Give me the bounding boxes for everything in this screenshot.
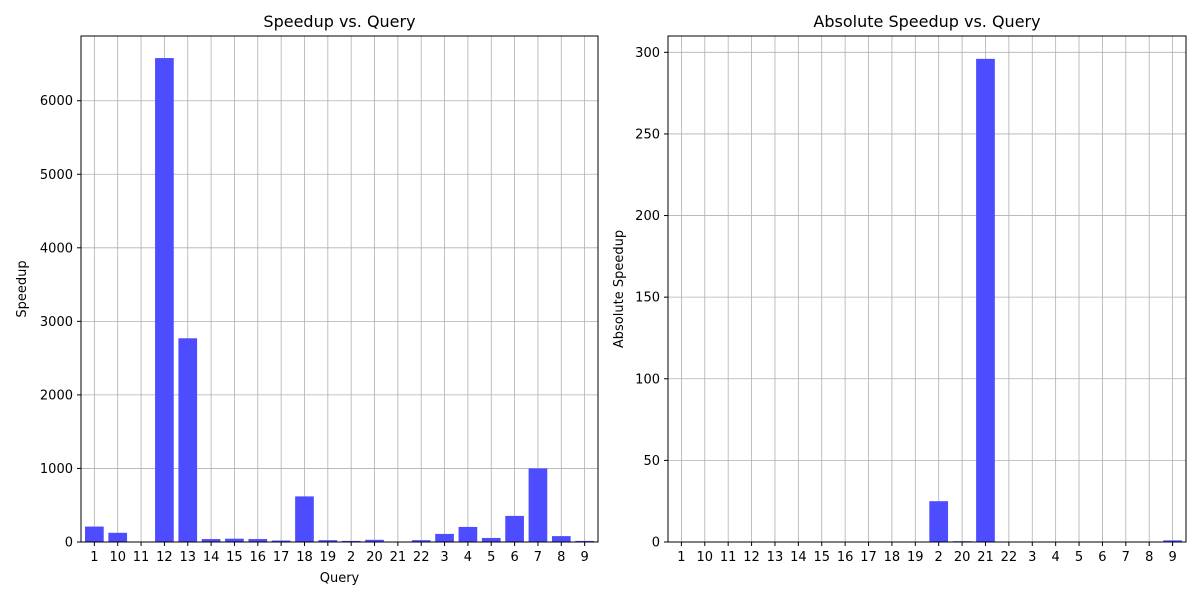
x-tick-label: 13 [179,550,196,565]
bar-8 [551,536,571,542]
y-tick-label: 4000 [40,241,73,256]
x-tick-label: 5 [1075,550,1083,565]
x-tick-label: 17 [273,550,290,565]
x-tick-label: 17 [860,550,877,565]
x-tick-label: 7 [1122,550,1130,565]
y-tick-label: 300 [635,46,660,61]
x-tick-label: 4 [1052,550,1060,565]
chart-title: Speedup vs. Query [263,12,415,31]
bar-12 [155,58,174,542]
x-tick-label: 18 [884,550,901,565]
bars [672,58,1182,542]
y-tick-label: 150 [635,291,660,306]
plot-frame [80,35,599,543]
x-tick-label: 11 [133,550,150,565]
x-tick-label: 10 [697,550,714,565]
x-tick-label: 12 [743,550,760,565]
bars [85,58,594,542]
x-tick-label: 16 [837,550,854,565]
y-axis-label: Speedup [15,260,30,317]
x-tick-label: 15 [226,550,243,565]
x-tick-label: 22 [1001,550,1018,565]
y-tick-label: 5000 [40,168,73,183]
x-tick-label: 14 [790,550,807,565]
bar-9 [1163,540,1182,542]
bar-15 [225,538,244,542]
bar-22 [411,540,431,542]
chart-panel-2: 1 10 11 12 13 14 15 16 17 18 19 2 20 21 22 3 4 5 6 7 8 9 0 50 10… [612,12,1187,565]
y-tick-label: 6000 [40,94,73,109]
plot-frame [667,35,1187,543]
x-tick-label: 20 [366,550,383,565]
x-axis-label: Query [320,571,360,586]
x-tick-label: 11 [720,550,737,565]
y-tick-label: 1000 [40,462,73,477]
y-tick-label: 0 [652,536,660,551]
x-tick-label: 5 [487,550,495,565]
bar-3 [435,533,454,542]
bar-14 [201,539,221,542]
bar-17 [271,540,291,542]
bar-6 [505,515,524,542]
x-tick-label: 6 [510,550,518,565]
x-tick-label: 14 [203,550,220,565]
bar-20 [365,539,384,542]
bar-2 [341,540,361,542]
bar-5 [481,537,501,542]
x-tick-label: 1 [90,550,98,565]
x-tick-label: 9 [580,550,588,565]
x-tick-label: 20 [954,550,971,565]
x-tick-label: 2 [935,550,943,565]
bar-16 [248,539,268,542]
y-tick-label: 100 [635,372,660,387]
x-tick-label: 9 [1168,550,1176,565]
bar-19 [318,540,338,542]
x-tick-label: 21 [390,550,407,565]
x-tick-label: 15 [813,550,830,565]
y-tick-label: 250 [635,127,660,142]
x-tick-label: 22 [413,550,430,565]
x-tick-label: 8 [1145,550,1153,565]
y-tick-label: 200 [635,209,660,224]
x-tick-label: 12 [156,550,173,565]
y-tick-label: 0 [65,536,73,551]
bar-9 [575,540,594,542]
y-tick-label: 50 [643,454,660,469]
bar-13 [178,338,198,542]
x-tick-label: 2 [347,550,355,565]
x-tick-label: 8 [557,550,565,565]
bar-7 [528,468,548,542]
x-tick-label: 19 [320,550,337,565]
y-axis-label: Absolute Speedup [612,230,627,348]
x-tick-label: 6 [1098,550,1106,565]
y-tick-label: 3000 [40,315,73,330]
x-tick-label: 10 [109,550,126,565]
x-tick-label: 18 [296,550,313,565]
x-tick-label: 3 [1028,550,1036,565]
x-tick-label: 19 [907,550,924,565]
x-tick-label: 1 [677,550,685,565]
x-tick-label: 3 [440,550,448,565]
bar-4 [458,526,478,542]
grid-lines [668,36,1186,543]
bar-18 [295,496,314,542]
chart-panel-1: 1 10 11 12 13 14 15 16 17 18 19 2 20 21 22 3 4 5 6 7 8 9 0 1000… [15,12,599,586]
bar-10 [108,532,128,542]
bar-2 [929,501,949,542]
x-tick-label: 16 [250,550,267,565]
x-tick-label: 21 [977,550,994,565]
x-tick-label: 13 [767,550,784,565]
bar-1 [85,526,104,542]
chart-title: Absolute Speedup vs. Query [813,12,1040,31]
x-tick-label: 4 [464,550,472,565]
x-tick-label: 7 [534,550,542,565]
bar-21 [976,58,995,542]
y-tick-label: 2000 [40,388,73,403]
